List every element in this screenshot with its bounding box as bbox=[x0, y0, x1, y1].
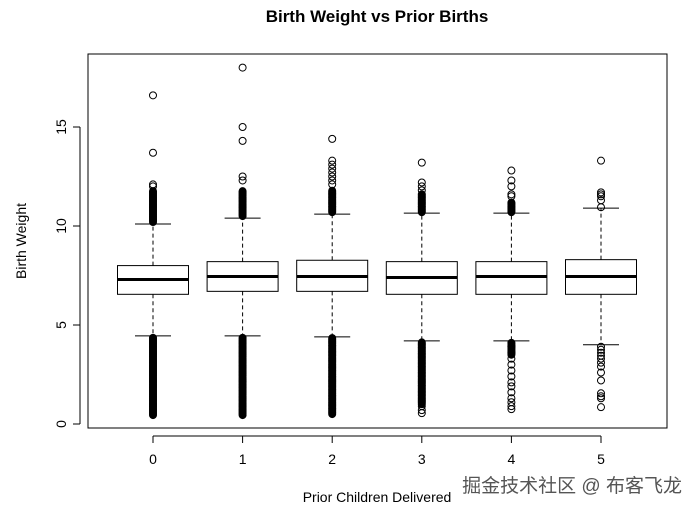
outlier-point bbox=[507, 402, 516, 411]
outlier-point bbox=[149, 182, 157, 191]
outlier-point bbox=[597, 203, 605, 212]
outlier-point bbox=[597, 345, 605, 354]
box-1 bbox=[206, 63, 279, 420]
outlier-point bbox=[328, 168, 337, 177]
y-tick-label: 10 bbox=[53, 218, 69, 234]
y-tick-label: 15 bbox=[53, 119, 69, 135]
y-tick-label: 5 bbox=[53, 321, 69, 329]
outlier-point bbox=[507, 378, 516, 387]
outlier-point bbox=[507, 338, 516, 347]
outlier-point bbox=[328, 164, 337, 173]
outlier-point bbox=[417, 338, 426, 347]
outlier-point bbox=[597, 403, 605, 412]
outlier-point bbox=[328, 334, 337, 343]
box-0 bbox=[117, 91, 189, 420]
outlier-point bbox=[597, 368, 605, 377]
outlier-point bbox=[417, 186, 426, 195]
outlier-point bbox=[507, 166, 516, 175]
x-tick-label: 0 bbox=[149, 451, 157, 467]
x-tick-label: 4 bbox=[508, 451, 516, 467]
outlier-point bbox=[597, 389, 605, 398]
outlier-point bbox=[328, 134, 337, 143]
outlier-point bbox=[597, 376, 605, 385]
box-2 bbox=[296, 134, 369, 419]
outlier-point bbox=[149, 333, 158, 342]
outlier-point bbox=[417, 190, 426, 199]
outlier-point bbox=[149, 180, 157, 189]
outlier-point bbox=[507, 342, 516, 351]
outlier-point bbox=[507, 348, 516, 357]
outlier-point bbox=[507, 388, 516, 397]
x-tick-label: 2 bbox=[328, 451, 336, 467]
outlier-point bbox=[238, 123, 247, 131]
outlier-point bbox=[597, 342, 605, 351]
x-tick-label: 1 bbox=[239, 451, 247, 467]
outlier-point bbox=[507, 354, 516, 363]
outlier-point bbox=[507, 182, 516, 191]
outlier-point bbox=[417, 402, 426, 411]
outlier-point bbox=[238, 63, 247, 72]
outlier-point bbox=[238, 176, 247, 185]
y-axis: 0 5 10 15 bbox=[53, 119, 81, 428]
outlier-point bbox=[328, 180, 337, 189]
box-4 bbox=[475, 166, 548, 414]
outlier-point bbox=[417, 406, 426, 415]
outlier-point bbox=[597, 192, 605, 201]
outlier-point bbox=[597, 156, 605, 165]
outlier-point bbox=[328, 176, 337, 185]
outlier-point bbox=[238, 187, 247, 196]
outlier-point bbox=[507, 405, 516, 414]
chart-title: Birth Weight vs Prior Births bbox=[266, 7, 489, 26]
outlier-point bbox=[507, 372, 516, 381]
x-axis-label: Prior Children Delivered bbox=[303, 489, 452, 505]
watermark: 掘金技术社区 @ 布客飞龙 bbox=[462, 475, 682, 497]
outlier-point bbox=[238, 136, 247, 145]
outlier-point bbox=[507, 382, 516, 391]
outlier-point bbox=[597, 188, 605, 197]
outlier-point bbox=[597, 394, 605, 403]
outlier-point bbox=[417, 178, 426, 187]
x-tick-label: 5 bbox=[597, 451, 605, 467]
outlier-point bbox=[328, 160, 337, 169]
outlier-point bbox=[597, 358, 605, 367]
outlier-point bbox=[417, 182, 426, 191]
outlier-point bbox=[238, 333, 247, 342]
boxes bbox=[117, 63, 637, 420]
outlier-point bbox=[238, 172, 247, 181]
outlier-point bbox=[149, 91, 157, 100]
outlier-point bbox=[328, 172, 337, 181]
y-axis-label: Birth Weight bbox=[13, 203, 29, 279]
outlier-point bbox=[507, 176, 516, 185]
outlier-point bbox=[597, 348, 605, 357]
x-axis: 0 1 2 3 4 5 bbox=[149, 435, 605, 467]
outlier-point bbox=[507, 394, 516, 403]
outlier-point bbox=[507, 192, 516, 201]
outlier-point bbox=[597, 392, 605, 401]
outlier-point bbox=[149, 148, 157, 157]
outlier-point bbox=[328, 156, 337, 165]
outlier-point bbox=[597, 190, 605, 199]
outlier-point bbox=[417, 158, 426, 167]
outlier-point bbox=[507, 360, 516, 369]
outlier-point bbox=[507, 366, 516, 375]
box-3 bbox=[385, 158, 458, 418]
plot-frame bbox=[87, 53, 668, 429]
outlier-point bbox=[597, 362, 605, 371]
box-5 bbox=[565, 156, 637, 412]
x-tick-label: 3 bbox=[418, 451, 426, 467]
outlier-point bbox=[507, 190, 516, 199]
y-tick-label: 0 bbox=[53, 420, 69, 428]
outlier-point bbox=[597, 354, 605, 363]
